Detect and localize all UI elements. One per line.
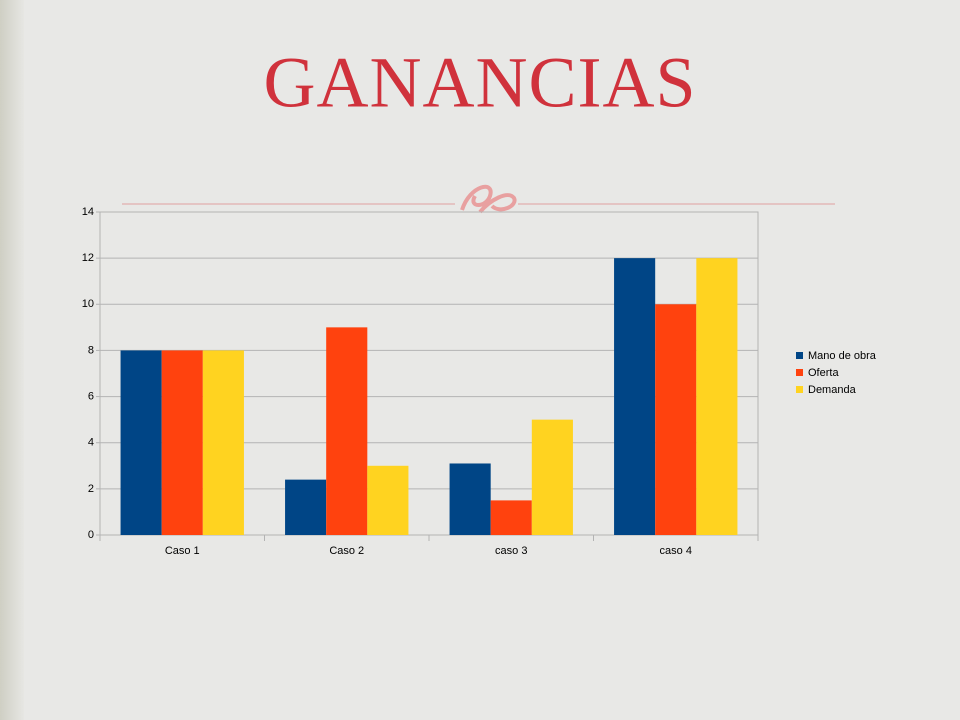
x-tick-label: Caso 1	[165, 545, 200, 557]
bar	[326, 327, 368, 535]
bar	[449, 463, 491, 535]
bar	[367, 465, 409, 535]
bar	[655, 304, 697, 535]
y-tick-label: 4	[88, 437, 94, 449]
y-tick-label: 8	[88, 344, 94, 356]
bar	[531, 419, 573, 535]
legend-swatch	[796, 369, 803, 376]
bar	[202, 350, 244, 535]
y-tick-label: 0	[88, 529, 94, 541]
chart: 0 2 4 6 8 10 12 14 Caso 1 Caso 2 caso 3 caso 4 Mano …	[82, 206, 877, 557]
side-band	[0, 0, 24, 720]
bar	[120, 350, 162, 535]
bar	[696, 258, 738, 535]
chart-title: GANANCIAS	[263, 43, 696, 123]
bar	[161, 350, 203, 535]
y-tick-label: 2	[88, 483, 94, 495]
y-tick-label: 6	[88, 390, 94, 402]
legend-swatch	[796, 386, 803, 393]
bar	[285, 479, 327, 535]
x-tick-label: Caso 2	[329, 545, 364, 557]
bar	[614, 258, 656, 535]
legend-label: Mano de obra	[808, 350, 877, 362]
y-tick-label: 10	[82, 298, 94, 310]
legend-swatch	[796, 352, 803, 359]
legend-label: Demanda	[808, 384, 857, 396]
legend-label: Oferta	[808, 367, 839, 379]
x-tick-label: caso 3	[495, 545, 527, 557]
x-tick-label: caso 4	[660, 545, 692, 557]
y-tick-label: 12	[82, 252, 94, 264]
y-tick-label: 14	[82, 206, 94, 218]
ornament	[460, 184, 517, 214]
bar	[490, 500, 532, 535]
